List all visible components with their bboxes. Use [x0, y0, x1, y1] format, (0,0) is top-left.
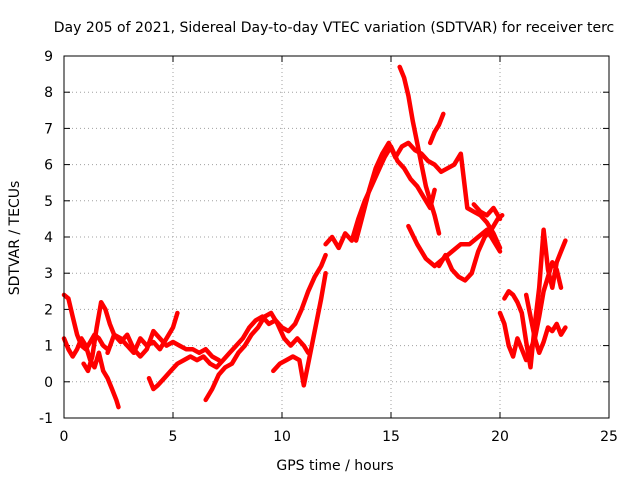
y-tick-label: 3 — [44, 266, 53, 282]
y-tick-label: 5 — [44, 194, 53, 210]
y-tick-label: 7 — [44, 121, 53, 137]
y-tick-label: -1 — [39, 411, 53, 427]
series-arc-14 — [471, 202, 503, 222]
series-arc-10 — [397, 64, 442, 236]
series-arc-5 — [146, 252, 328, 392]
series-arc-9 — [353, 140, 503, 251]
grid-lines — [64, 56, 609, 418]
series-arc-3 — [81, 299, 180, 374]
y-tick-label: 9 — [44, 49, 53, 65]
series-arc-11 — [427, 111, 446, 146]
y-tick-label: 0 — [44, 375, 53, 391]
x-tick-label: 15 — [382, 429, 400, 445]
series-arc-7 — [271, 270, 328, 388]
series-arc-8 — [323, 144, 437, 251]
series-arc-2 — [61, 292, 110, 352]
y-tick-label: 1 — [44, 339, 53, 355]
tick-labels: 0 5 10 15 20 25 -1 0 1 2 3 4 5 6 7 8 9 — [39, 49, 618, 445]
series-arc-6 — [203, 310, 311, 403]
y-tick-label: 2 — [44, 302, 53, 318]
series-arc-13 — [436, 213, 505, 283]
y-tick-label: 4 — [44, 230, 53, 246]
plot-frame — [63, 55, 610, 419]
y-tick-label: 6 — [44, 158, 53, 174]
series-arc-4 — [105, 328, 222, 363]
x-tick-label: 25 — [600, 429, 618, 445]
y-axis-label: SDTVAR / TECUs — [7, 181, 23, 296]
x-tick-label: 0 — [60, 429, 69, 445]
chart-title: Day 205 of 2021, Sidereal Day-to-day VTE… — [54, 20, 614, 36]
x-axis-label: GPS time / hours — [276, 458, 393, 474]
data-series-group — [61, 64, 568, 410]
series-arc-17 — [523, 260, 564, 341]
x-tick-label: 5 — [169, 429, 178, 445]
y-tick-label: 8 — [44, 85, 53, 101]
x-tick-label: 20 — [491, 429, 509, 445]
x-tick-label: 10 — [273, 429, 291, 445]
